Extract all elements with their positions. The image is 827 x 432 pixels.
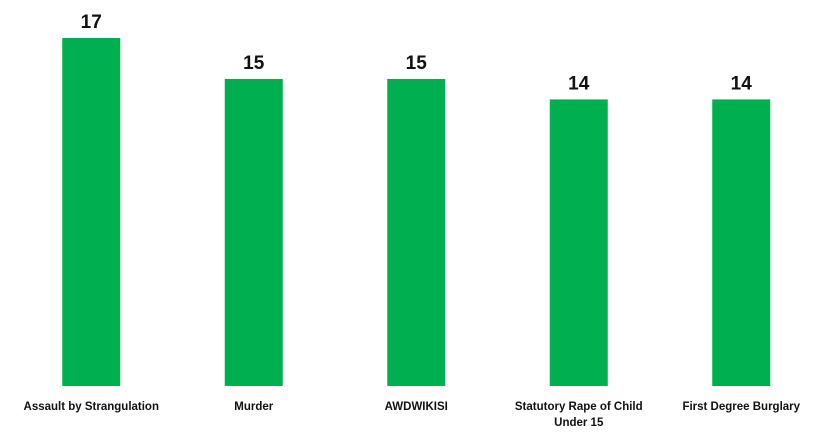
category-labels-group: Assault by Strangulation Murder AWDWIKISI S… <box>24 401 801 429</box>
category-tick-label: AWDWIKISI <box>385 401 448 413</box>
bar <box>387 78 446 387</box>
data-label: 15 <box>406 53 428 74</box>
data-label: 17 <box>81 12 102 33</box>
category-tick-label: Under 15 <box>554 417 604 429</box>
category-tick-label: Assault by Strangulation <box>24 401 159 413</box>
category-tick-label: First Degree Burglary <box>682 401 800 413</box>
bar <box>62 38 121 386</box>
bar <box>712 99 771 386</box>
category-tick-label: Statutory Rape of Child <box>515 401 643 413</box>
bars-group <box>62 38 771 387</box>
data-label: 14 <box>568 73 590 94</box>
data-label: 15 <box>243 53 265 74</box>
value-labels-group: 17 15 15 14 14 <box>81 12 753 94</box>
data-label: 14 <box>731 73 753 94</box>
category-tick-label: Murder <box>234 401 274 413</box>
bar <box>549 99 608 386</box>
bar <box>224 78 283 387</box>
